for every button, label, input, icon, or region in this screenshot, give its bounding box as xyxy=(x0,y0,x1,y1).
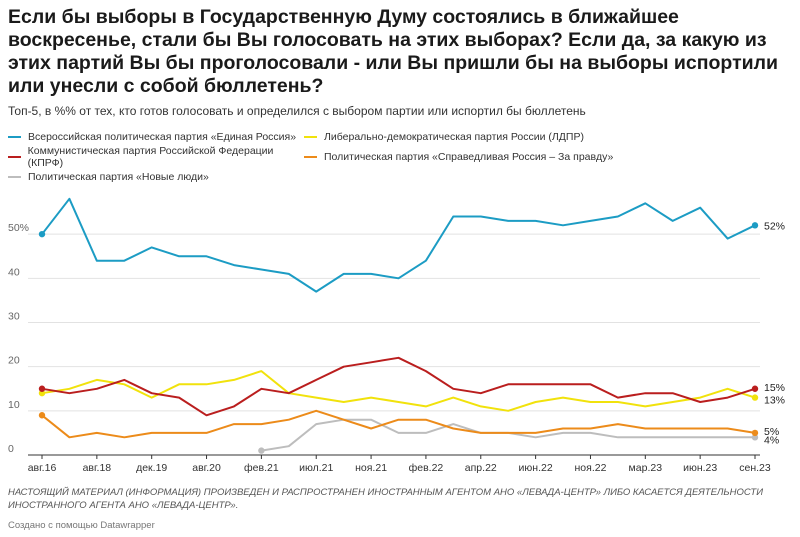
series-end-point xyxy=(751,434,759,441)
x-tick-label: апр.22 xyxy=(465,462,497,474)
chart-title: Если бы выборы в Государственную Думу со… xyxy=(8,6,778,97)
series-end-label: 5% xyxy=(764,426,779,438)
x-tick-label: ноя.21 xyxy=(355,462,387,474)
series-end-point xyxy=(751,429,759,437)
legend-label-ldpr: Либерально-демократическая партия России… xyxy=(324,131,584,143)
y-tick-label: 40 xyxy=(8,266,20,278)
y-tick-label: 30 xyxy=(8,311,20,323)
y-tick-label: 10 xyxy=(8,399,20,411)
series-start-point xyxy=(38,230,46,238)
series-end-point xyxy=(751,385,759,392)
series-layer xyxy=(38,197,759,454)
x-tick-label: авг.18 xyxy=(83,462,112,474)
legend-label-just-russia: Политическая партия «Справедливая Россия… xyxy=(324,151,614,163)
series-start-point xyxy=(258,447,265,454)
y-tick-label: 0 xyxy=(8,443,14,455)
legend-item-united-russia: Всероссийская политическая партия «Едина… xyxy=(8,131,304,143)
series-line xyxy=(41,197,756,293)
label-layer: 4%5% 13%15% 52% xyxy=(764,220,785,446)
legend-item-just-russia: Политическая партия «Справедливая Россия… xyxy=(304,151,613,163)
series-line xyxy=(41,370,756,412)
y-tick-label: 50% xyxy=(8,222,29,234)
x-tick-label: авг.20 xyxy=(192,462,221,474)
legend-item-kprf: Коммунистическая партия Российской Федер… xyxy=(8,145,304,169)
series-end-label: 13% xyxy=(764,395,785,407)
series-start-point xyxy=(38,412,46,419)
x-tick-label: мар.23 xyxy=(629,462,663,474)
x-tick-label: июн.22 xyxy=(519,462,553,474)
series-end-label: 15% xyxy=(764,382,785,394)
chart-subtitle: Топ-5, в %% от тех, кто готов голосовать… xyxy=(8,104,586,118)
series-line xyxy=(41,356,756,417)
x-tick-label: фев.21 xyxy=(244,462,279,474)
x-tick-label: сен.23 xyxy=(739,462,771,474)
legend-item-new-people: Политическая партия «Новые люди» xyxy=(8,171,304,183)
legend-label-new-people: Политическая партия «Новые люди» xyxy=(28,171,209,183)
legend-swatch-just-russia xyxy=(304,156,317,158)
x-tick-label: ноя.22 xyxy=(575,462,607,474)
series-end-point xyxy=(751,394,759,401)
grid-layer: 0 10 20 30 40 50% авг.16 авг.18 дек.19 авг.20 фев.… xyxy=(8,222,771,474)
line-chart: 0 10 20 30 40 50% авг.16 авг.18 дек.19 авг.20 фев.… xyxy=(8,197,785,474)
x-tick-label: июн.23 xyxy=(683,462,717,474)
legend-swatch-new-people xyxy=(8,176,21,178)
series-start-point xyxy=(38,389,46,397)
disclaimer-text: НАСТОЯЩИЙ МАТЕРИАЛ (ИНФОРМАЦИЯ) ПРОИЗВЕД… xyxy=(8,487,764,511)
y-tick-label: 20 xyxy=(8,355,20,367)
x-tick-label: авг.16 xyxy=(28,462,57,474)
series-end-point xyxy=(751,222,759,229)
x-tick-label: фев.22 xyxy=(409,462,444,474)
x-tick-label: июл.21 xyxy=(299,462,333,474)
legend-label-united-russia: Всероссийская политическая партия «Едина… xyxy=(28,131,297,143)
series-end-label: 4% xyxy=(764,434,779,446)
series-start-point xyxy=(38,385,46,392)
legend-swatch-ldpr xyxy=(304,136,317,138)
series-line xyxy=(261,418,755,452)
legend-swatch-united-russia xyxy=(8,136,21,138)
legend-label-kprf: Коммунистическая партия Российской Федер… xyxy=(27,145,274,169)
x-tick-label: дек.19 xyxy=(136,462,167,474)
series-line xyxy=(41,409,756,439)
series-end-label: 52% xyxy=(764,220,785,232)
legend-item-ldpr: Либерально-демократическая партия России… xyxy=(304,131,584,143)
legend-swatch-kprf xyxy=(8,156,21,158)
legend: Всероссийская политическая партия «Едина… xyxy=(8,127,788,187)
credit-text: Создано с помощью Datawrapper xyxy=(8,520,155,531)
